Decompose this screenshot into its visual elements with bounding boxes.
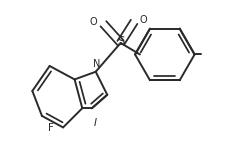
Text: N: N [92, 60, 100, 69]
Text: I: I [94, 118, 97, 128]
Text: O: O [139, 15, 147, 25]
Text: O: O [90, 17, 97, 27]
Text: S: S [117, 35, 124, 49]
Text: F: F [47, 123, 53, 133]
